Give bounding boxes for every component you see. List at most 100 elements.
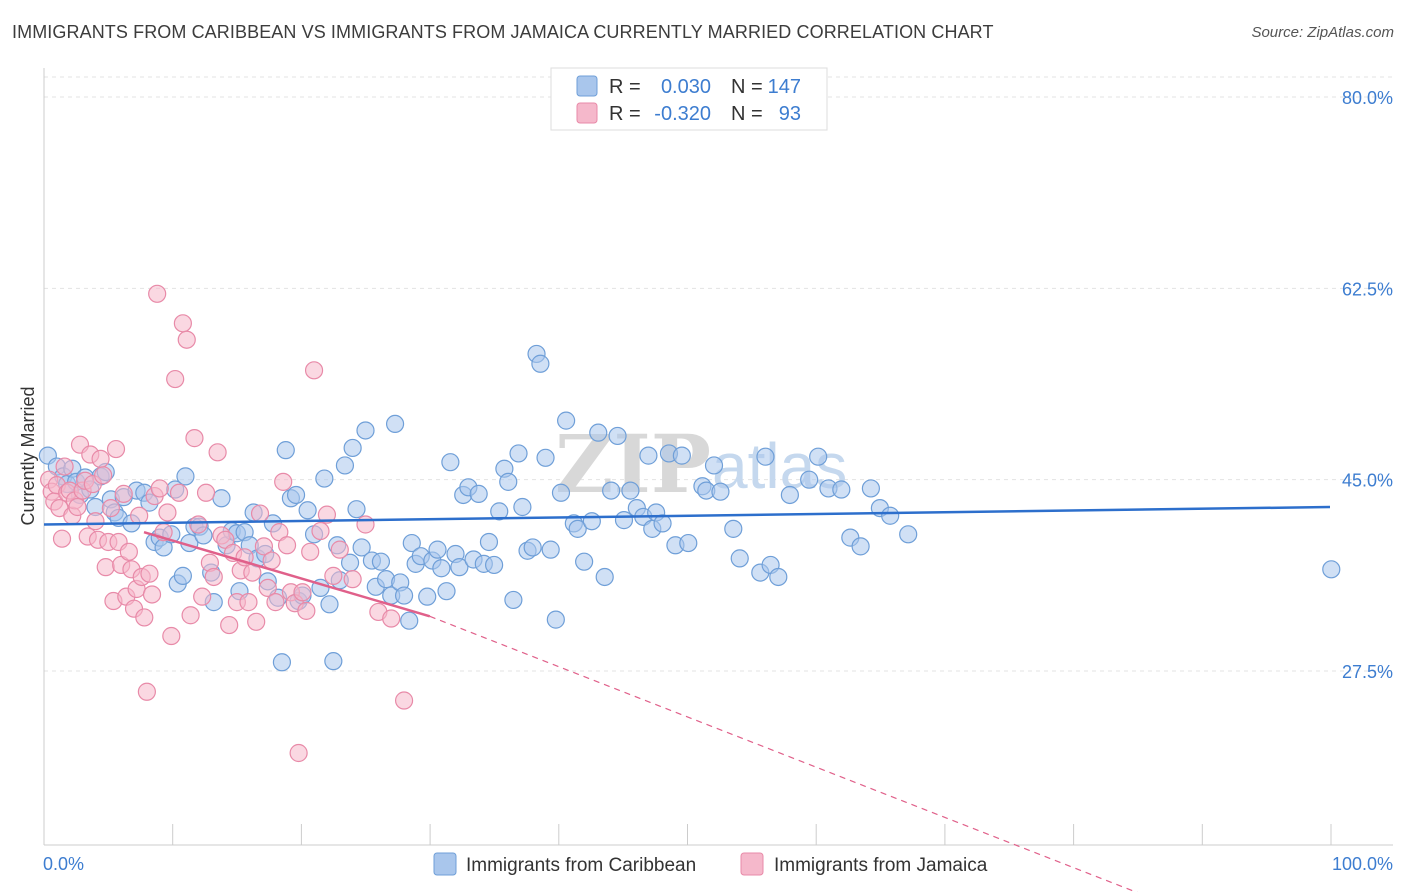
caribbean-point xyxy=(546,610,565,629)
legend-r-value-jamaica: -0.320 xyxy=(654,103,711,125)
jamaica-point xyxy=(162,626,181,646)
caribbean-point xyxy=(602,481,621,500)
jamaica-point xyxy=(324,566,343,585)
bottom-legend-swatch-caribbean xyxy=(433,852,457,876)
jamaica-point xyxy=(114,484,133,503)
jamaica-point xyxy=(274,472,293,491)
caribbean-point xyxy=(711,482,730,501)
caribbean-point xyxy=(504,590,523,610)
caribbean-point xyxy=(800,470,819,489)
bottom-legend-swatch-jamaica xyxy=(740,852,764,876)
legend-n-label-caribbean: N = xyxy=(731,76,763,98)
caribbean-point xyxy=(513,497,532,517)
x-tick-marks xyxy=(43,824,1332,845)
jamaica-point xyxy=(289,743,308,763)
caribbean-point xyxy=(176,467,195,486)
jamaica-point xyxy=(177,330,196,349)
jamaica-point xyxy=(254,537,274,556)
caribbean-point xyxy=(704,456,724,475)
x-tick-label-min: 0.0% xyxy=(43,854,84,874)
caribbean-point xyxy=(621,481,640,500)
jamaica-point xyxy=(169,483,189,502)
caribbean-point xyxy=(614,511,634,530)
caribbean-point xyxy=(315,469,334,488)
jamaica-point xyxy=(247,612,266,631)
caribbean-point xyxy=(418,587,437,606)
caribbean-point xyxy=(356,421,375,440)
jamaica-trend-line xyxy=(143,530,431,618)
caribbean-point xyxy=(809,447,828,466)
caribbean-point xyxy=(324,652,343,671)
caribbean-point xyxy=(551,483,571,502)
caribbean-point xyxy=(499,472,518,491)
caribbean-point xyxy=(653,514,672,533)
caribbean-point xyxy=(441,453,460,472)
trend-lines xyxy=(43,505,1331,892)
legend-r-label-jamaica: R = xyxy=(609,103,641,125)
caribbean-point xyxy=(276,441,295,460)
caribbean-point xyxy=(509,444,528,463)
caribbean-point xyxy=(343,438,362,458)
jamaica-point xyxy=(293,583,312,602)
caribbean-point xyxy=(724,519,743,538)
jamaica-point xyxy=(382,609,401,628)
jamaica-point xyxy=(166,369,185,389)
legend-n-value-caribbean: 147 xyxy=(768,76,801,98)
jamaica-point xyxy=(220,615,239,635)
jamaica-point xyxy=(317,505,337,524)
jamaica-points xyxy=(40,284,414,763)
jamaica-point xyxy=(119,542,138,561)
caribbean-point xyxy=(536,448,555,467)
jamaica-point xyxy=(140,564,159,583)
caribbean-point xyxy=(523,538,542,557)
jamaica-point xyxy=(262,551,281,570)
caribbean-point xyxy=(371,552,391,571)
y-tick-labels: 27.5% 45.0% 62.5% 80.0% xyxy=(1342,88,1393,682)
caribbean-point xyxy=(861,479,880,498)
caribbean-point xyxy=(881,506,900,525)
y-tick-label: 62.5% xyxy=(1342,279,1393,299)
caribbean-point xyxy=(320,595,339,614)
caribbean-point xyxy=(639,446,658,465)
jamaica-point xyxy=(135,608,154,627)
jamaica-point xyxy=(101,498,120,518)
source-label: Source: ZipAtlas.com xyxy=(1251,24,1394,41)
caribbean-point xyxy=(1322,560,1341,579)
y-axis-label: Currently Married xyxy=(18,386,38,525)
jamaica-point xyxy=(148,284,167,303)
jamaica-trend-extension xyxy=(429,615,1138,892)
caribbean-point xyxy=(672,446,691,465)
caribbean-point xyxy=(173,566,192,585)
jamaica-point xyxy=(137,682,156,701)
jamaica-point xyxy=(173,314,192,333)
caribbean-point xyxy=(347,500,366,519)
jamaica-point xyxy=(196,483,216,502)
jamaica-point xyxy=(185,429,204,448)
caribbean-point xyxy=(469,484,488,503)
bottom-legend-label-caribbean: Immigrants from Caribbean xyxy=(466,855,696,876)
caribbean-point xyxy=(400,611,419,630)
caribbean-point xyxy=(557,411,576,430)
jamaica-point xyxy=(55,457,74,476)
jamaica-point xyxy=(193,587,212,606)
jamaica-point xyxy=(68,497,87,517)
bottom-legend: Immigrants from Caribbean Immigrants fro… xyxy=(433,852,988,876)
jamaica-point xyxy=(96,558,115,577)
jamaica-point xyxy=(311,521,330,541)
jamaica-point xyxy=(356,515,375,534)
caribbean-point xyxy=(335,456,355,475)
caribbean-point xyxy=(272,653,292,672)
jamaica-point xyxy=(158,503,177,522)
jamaica-point xyxy=(150,479,169,498)
jamaica-point xyxy=(330,540,349,559)
caribbean-point xyxy=(437,582,456,601)
caribbean-point xyxy=(780,485,799,505)
caribbean-point xyxy=(385,414,405,434)
y-tick-label: 80.0% xyxy=(1342,88,1393,108)
chart-title: IMMIGRANTS FROM CARIBBEAN VS IMMIGRANTS … xyxy=(12,22,994,42)
jamaica-point xyxy=(130,506,149,525)
caribbean-point xyxy=(541,540,560,559)
y-tick-label: 45.0% xyxy=(1342,471,1393,491)
y-tick-label: 27.5% xyxy=(1342,662,1393,682)
jamaica-point xyxy=(106,439,126,459)
